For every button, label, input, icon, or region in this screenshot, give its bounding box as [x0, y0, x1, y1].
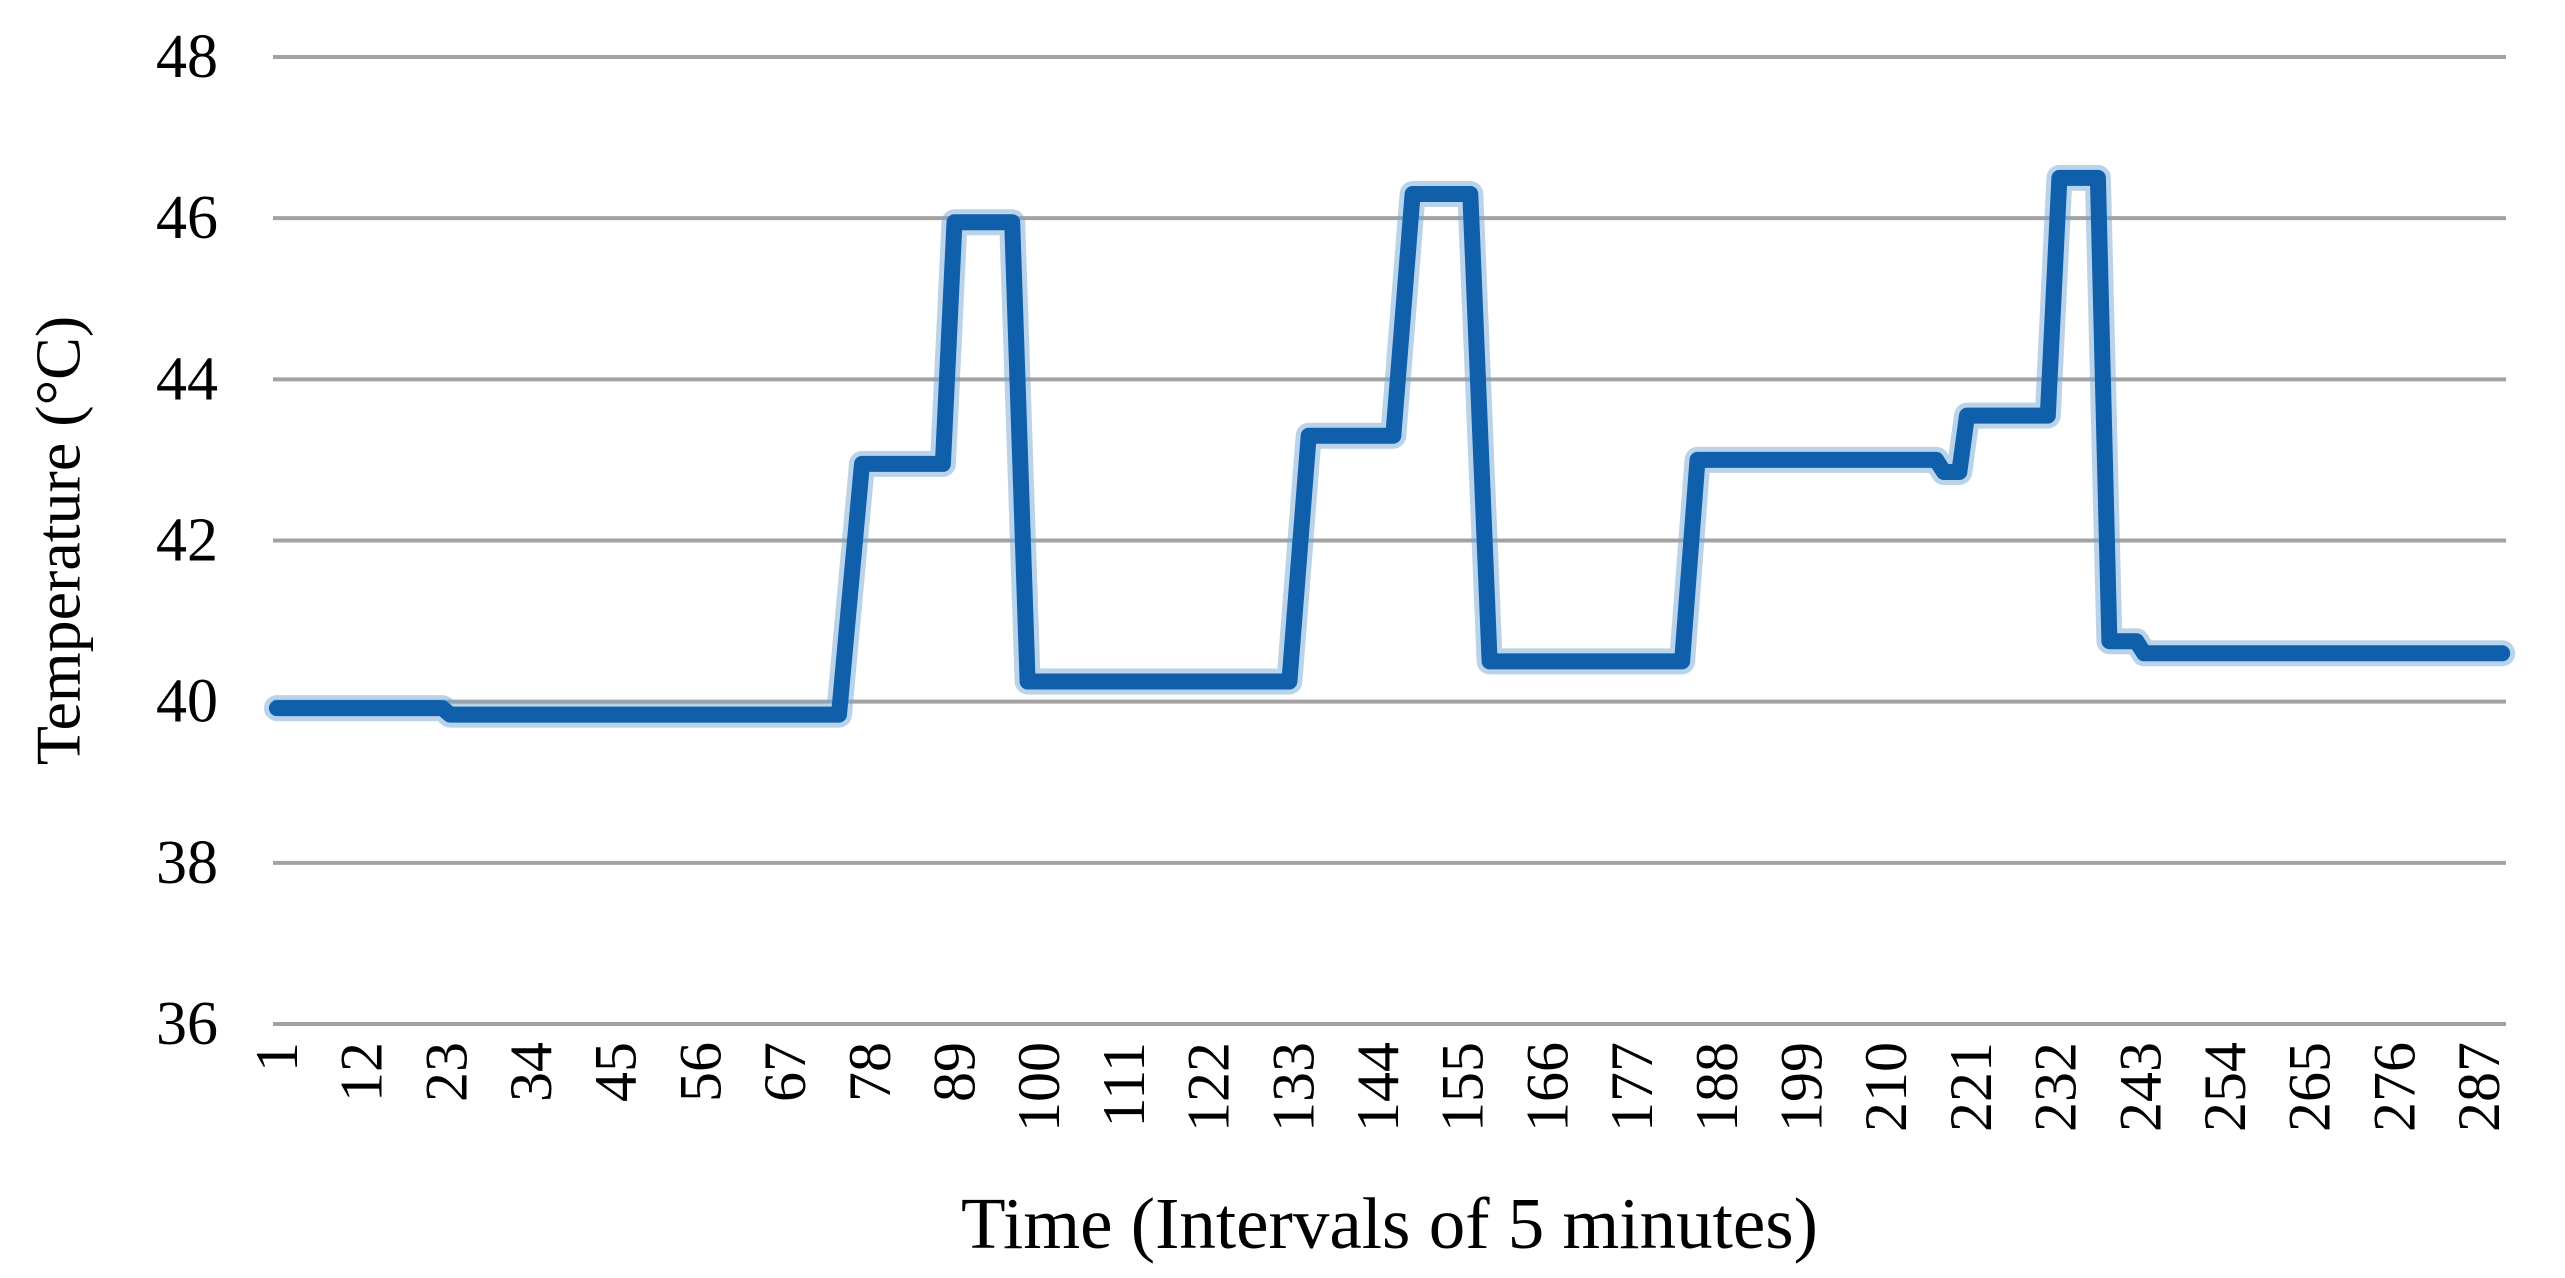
x-axis-tick-label: 111: [1091, 1042, 1157, 1128]
x-axis-tick-label: 199: [1769, 1042, 1835, 1132]
x-axis-tick-label: 188: [1684, 1042, 1750, 1132]
y-axis-tick-label: 48: [156, 23, 218, 91]
x-axis-tick-label: 166: [1514, 1042, 1580, 1132]
y-axis-tick-label: 46: [156, 184, 218, 252]
x-axis-tick-label: 34: [498, 1042, 564, 1102]
x-axis-tick-label: 243: [2107, 1042, 2173, 1132]
y-axis-tick-label: 38: [156, 829, 218, 897]
x-axis-title: Time (Intervals of 5 minutes): [961, 1183, 1818, 1264]
y-axis-tick-label: 42: [156, 507, 218, 575]
x-axis-tick-label: 144: [1345, 1042, 1411, 1132]
x-axis-tick-label: 155: [1430, 1042, 1496, 1132]
x-axis-tick-label: 276: [2361, 1042, 2427, 1132]
y-axis-tick-label: 44: [156, 345, 218, 413]
x-axis-tick-label: 210: [1853, 1042, 1919, 1132]
x-axis-tick-label: 12: [329, 1042, 395, 1102]
x-axis-tick-label: 265: [2277, 1042, 2343, 1132]
y-axis-tick-label: 40: [156, 668, 218, 736]
x-axis-tick-label: 1: [244, 1042, 310, 1072]
x-axis-tick-label: 67: [752, 1042, 818, 1102]
x-axis-tick-label: 254: [2192, 1042, 2258, 1132]
x-axis-tick-label: 89: [922, 1042, 988, 1102]
x-axis-tick-label: 45: [583, 1042, 649, 1102]
x-axis-tick-label: 56: [667, 1042, 733, 1102]
x-axis-tick-label: 232: [2023, 1042, 2089, 1132]
x-axis-tick-label: 177: [1599, 1042, 1665, 1132]
x-axis-tick-label: 133: [1260, 1042, 1326, 1132]
temperature-series-line: [268, 169, 2511, 723]
x-axis-tick-label: 122: [1176, 1042, 1242, 1132]
y-axis-tick-label: 36: [156, 990, 218, 1058]
temperature-series-halo: [263, 164, 2516, 728]
x-axis-tick-label: 78: [837, 1042, 903, 1102]
x-axis-tick-label: 287: [2446, 1042, 2512, 1132]
y-axis-title: Temperature (°C): [23, 316, 94, 765]
x-axis-tick-label: 221: [1938, 1042, 2004, 1132]
x-axis-tick-label: 100: [1006, 1042, 1072, 1132]
x-axis-tick-label: 23: [413, 1042, 479, 1102]
